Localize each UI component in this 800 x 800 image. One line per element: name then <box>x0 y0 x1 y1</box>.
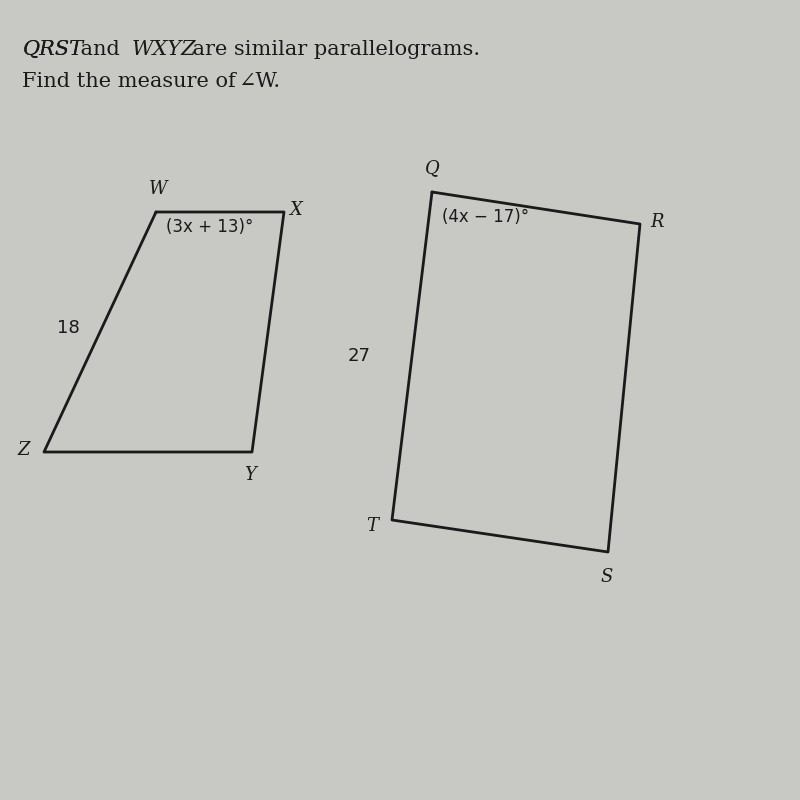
Text: ∠W.: ∠W. <box>238 72 281 91</box>
Text: QRST: QRST <box>22 40 83 59</box>
Text: (3x + 13)°: (3x + 13)° <box>166 218 253 235</box>
Text: and: and <box>74 40 126 59</box>
Text: T: T <box>366 518 378 535</box>
Text: Q: Q <box>425 160 439 178</box>
Text: 27: 27 <box>347 347 370 365</box>
Text: QRST: QRST <box>22 40 83 59</box>
Text: (4x − 17)°: (4x − 17)° <box>442 208 529 226</box>
Text: Find the measure of: Find the measure of <box>22 72 242 91</box>
Text: are similar parallelograms.: are similar parallelograms. <box>186 40 480 59</box>
Text: Z: Z <box>18 441 30 458</box>
Text: X: X <box>290 201 302 218</box>
Text: R: R <box>650 214 664 231</box>
Text: W: W <box>149 180 168 198</box>
Text: Y: Y <box>245 466 256 483</box>
Text: WXYZ: WXYZ <box>132 40 197 59</box>
Text: 18: 18 <box>58 319 80 337</box>
Text: S: S <box>600 568 613 586</box>
